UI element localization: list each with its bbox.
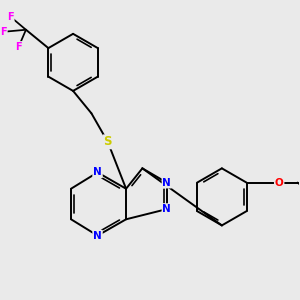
Text: N: N: [163, 178, 171, 188]
Text: F: F: [7, 12, 14, 22]
Text: F: F: [15, 42, 22, 52]
Text: N: N: [163, 204, 171, 214]
Text: O: O: [275, 178, 284, 188]
Text: S: S: [103, 135, 112, 148]
Text: N: N: [93, 231, 102, 241]
Text: N: N: [93, 167, 102, 177]
Text: F: F: [0, 27, 7, 37]
